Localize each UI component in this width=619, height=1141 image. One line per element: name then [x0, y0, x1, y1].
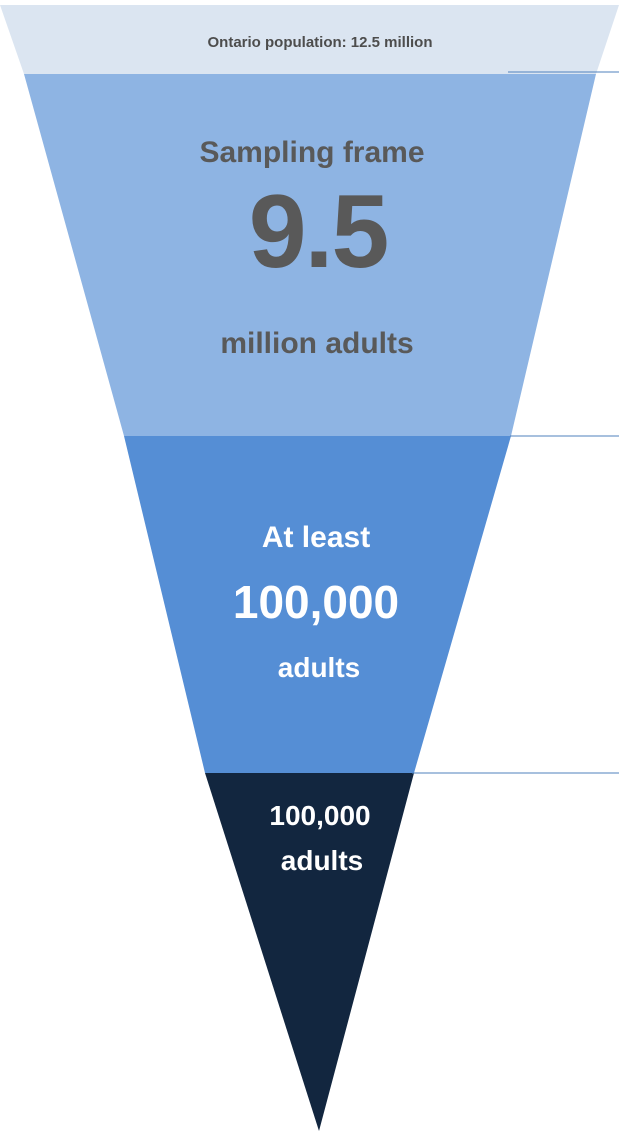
- funnel-stage-1: [24, 74, 596, 436]
- population-band: [0, 5, 619, 74]
- stage-1-value: 9.5: [248, 174, 390, 290]
- stage-3-unit: adults: [280, 845, 364, 876]
- funnel-stage-2: [124, 436, 511, 773]
- stage-3-value: 100,000: [269, 800, 371, 831]
- population-label: Ontario population: 12.5 million: [207, 34, 433, 51]
- stage-1-unit: million adults: [220, 327, 414, 360]
- funnel-stage-3: [205, 773, 414, 1131]
- stage-2-unit: adults: [277, 652, 361, 683]
- stage-2-prefix: At least: [261, 521, 371, 554]
- stage-1-title: Sampling frame: [199, 136, 425, 169]
- stage-2-value: 100,000: [232, 576, 400, 628]
